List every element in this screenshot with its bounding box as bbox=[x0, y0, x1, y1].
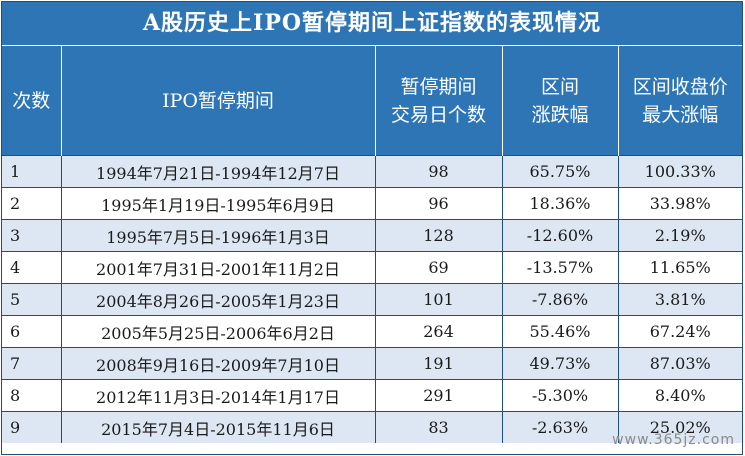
cell-period: 2005年5月25日-2006年6月2日 bbox=[61, 315, 376, 348]
cell-count: 3 bbox=[2, 219, 62, 252]
cell-count: 9 bbox=[2, 411, 62, 443]
table-row: 6 2005年5月25日-2006年6月2日 264 55.46% 67.24% bbox=[2, 315, 742, 348]
table-row: 5 2004年8月26日-2005年1月23日 101 -7.86% 3.81% bbox=[2, 283, 742, 316]
header-max-gain: 区间收盘价 最大涨幅 bbox=[618, 46, 742, 156]
cell-trading-days: 291 bbox=[375, 379, 503, 412]
cell-trading-days: 191 bbox=[375, 347, 503, 380]
header-count: 次数 bbox=[2, 46, 62, 156]
cell-trading-days: 101 bbox=[375, 283, 503, 316]
cell-change: -13.57% bbox=[502, 251, 619, 284]
cell-change: -12.60% bbox=[502, 219, 619, 252]
cell-max-gain: 11.65% bbox=[618, 251, 742, 284]
table-row: 4 2001年7月31日-2001年11月2日 69 -13.57% 11.65% bbox=[2, 251, 742, 284]
cell-change: -5.30% bbox=[502, 379, 619, 412]
cell-max-gain: 25.02% bbox=[618, 411, 742, 443]
cell-change: 55.46% bbox=[502, 315, 619, 348]
cell-change: -2.63% bbox=[502, 411, 619, 443]
cell-period: 2015年7月4日-2015年11月6日 bbox=[61, 411, 376, 443]
header-period: IPO暂停期间 bbox=[61, 46, 376, 156]
table-body: 1 1994年7月21日-1994年12月7日 98 65.75% 100.33% 2 19… bbox=[2, 155, 742, 443]
cell-period: 2008年9月16日-2009年7月10日 bbox=[61, 347, 376, 380]
cell-change: 65.75% bbox=[502, 155, 619, 188]
cell-period: 2004年8月26日-2005年1月23日 bbox=[61, 283, 376, 316]
table-row: 3 1995年7月5日-1996年1月3日 128 -12.60% 2.19% bbox=[2, 219, 742, 252]
table-row: 8 2012年11月3日-2014年1月17日 291 -5.30% 8.40% bbox=[2, 379, 742, 412]
cell-trading-days: 96 bbox=[375, 187, 503, 220]
ipo-table: 次数 IPO暂停期间 暂停期间 交易日个数 区间 涨跌幅 区间收盘价 最大涨幅 … bbox=[2, 46, 742, 443]
cell-count: 5 bbox=[2, 283, 62, 316]
table-row: 9 2015年7月4日-2015年11月6日 83 -2.63% 25.02% bbox=[2, 411, 742, 443]
cell-trading-days: 264 bbox=[375, 315, 503, 348]
table-row: 7 2008年9月16日-2009年7月10日 191 49.73% 87.03% bbox=[2, 347, 742, 380]
cell-period: 2012年11月3日-2014年1月17日 bbox=[61, 379, 376, 412]
cell-period: 2001年7月31日-2001年11月2日 bbox=[61, 251, 376, 284]
cell-count: 6 bbox=[2, 315, 62, 348]
cell-max-gain: 100.33% bbox=[618, 155, 742, 188]
cell-trading-days: 98 bbox=[375, 155, 503, 188]
header-change: 区间 涨跌幅 bbox=[502, 46, 619, 156]
cell-count: 7 bbox=[2, 347, 62, 380]
cell-max-gain: 33.98% bbox=[618, 187, 742, 220]
header-trading-days: 暂停期间 交易日个数 bbox=[375, 46, 503, 156]
header-row: 次数 IPO暂停期间 暂停期间 交易日个数 区间 涨跌幅 区间收盘价 最大涨幅 bbox=[2, 46, 742, 156]
cell-max-gain: 87.03% bbox=[618, 347, 742, 380]
cell-max-gain: 3.81% bbox=[618, 283, 742, 316]
table-row: 1 1994年7月21日-1994年12月7日 98 65.75% 100.33% bbox=[2, 155, 742, 188]
table-row: 2 1995年1月19日-1995年6月9日 96 18.36% 33.98% bbox=[2, 187, 742, 220]
cell-period: 1994年7月21日-1994年12月7日 bbox=[61, 155, 376, 188]
cell-change: -7.86% bbox=[502, 283, 619, 316]
cell-count: 8 bbox=[2, 379, 62, 412]
cell-count: 2 bbox=[2, 187, 62, 220]
cell-max-gain: 8.40% bbox=[618, 379, 742, 412]
cell-trading-days: 128 bbox=[375, 219, 503, 252]
watermark: www.365jz.com bbox=[612, 432, 735, 448]
cell-max-gain: 2.19% bbox=[618, 219, 742, 252]
table-title: A股历史上IPO暂停期间上证指数的表现情况 bbox=[2, 2, 742, 46]
cell-trading-days: 69 bbox=[375, 251, 503, 284]
cell-change: 18.36% bbox=[502, 187, 619, 220]
cell-period: 1995年7月5日-1996年1月3日 bbox=[61, 219, 376, 252]
cell-period: 1995年1月19日-1995年6月9日 bbox=[61, 187, 376, 220]
cell-count: 1 bbox=[2, 155, 62, 188]
cell-trading-days: 83 bbox=[375, 411, 503, 443]
cell-max-gain: 67.24% bbox=[618, 315, 742, 348]
cell-count: 4 bbox=[2, 251, 62, 284]
cell-change: 49.73% bbox=[502, 347, 619, 380]
